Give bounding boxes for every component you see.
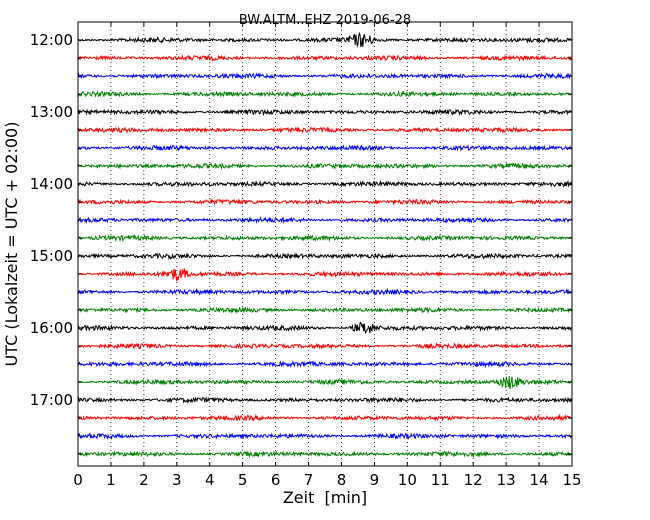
trace-line xyxy=(77,376,572,390)
plot-frame xyxy=(77,21,573,467)
y-tick-label: 14:00 xyxy=(30,175,73,193)
trace-line xyxy=(77,321,572,335)
trace-line xyxy=(77,216,572,224)
x-tick-label: 15 xyxy=(562,471,581,489)
trace-line xyxy=(77,53,572,62)
x-tick-label: 1 xyxy=(106,471,116,489)
y-tick-label: 12:00 xyxy=(30,31,73,49)
trace-line xyxy=(78,179,572,188)
y-tick-label: 15:00 xyxy=(30,247,73,265)
trace-line xyxy=(77,360,572,369)
trace-line xyxy=(77,162,572,170)
trace-line xyxy=(77,234,572,243)
trace-line xyxy=(77,252,572,261)
y-tick-label: 16:00 xyxy=(30,319,73,337)
x-tick-label: 12 xyxy=(464,471,483,489)
x-tick-label: 3 xyxy=(172,471,182,489)
x-tick-label: 13 xyxy=(497,471,516,489)
trace-line xyxy=(77,90,572,98)
x-tick-label: 11 xyxy=(431,471,450,489)
trace-line xyxy=(77,341,572,350)
trace-line xyxy=(77,31,572,48)
trace-line xyxy=(77,108,572,117)
chart-title: BW.ALTM..EHZ 2019-06-28 xyxy=(239,13,411,28)
x-axis-ticks: 0 1 2 3 4 5 6 7 8 9 10 11 12 13 14 15 xyxy=(73,22,582,489)
x-tick-label: 4 xyxy=(205,471,215,489)
trace-line xyxy=(77,450,572,458)
x-tick-label: 7 xyxy=(304,471,314,489)
y-axis-label: UTC (Lokalzeit = UTC + 02:00) xyxy=(2,122,21,367)
trace-line xyxy=(77,126,572,135)
x-tick-label: 6 xyxy=(271,471,281,489)
trace-line xyxy=(77,413,572,422)
y-tick-label: 17:00 xyxy=(30,391,73,409)
trace-line xyxy=(77,72,572,80)
x-tick-label: 14 xyxy=(530,471,549,489)
trace-line xyxy=(77,144,572,152)
trace-line xyxy=(77,197,572,206)
x-tick-label: 9 xyxy=(370,471,380,489)
trace-line xyxy=(77,432,572,440)
trace-line xyxy=(77,396,572,404)
y-axis-ticks: 12:00 13:00 14:00 15:00 16:00 17:00 xyxy=(30,31,572,455)
x-tick-label: 2 xyxy=(139,471,149,489)
x-axis-label: Zeit [min] xyxy=(283,488,367,507)
trace-group xyxy=(77,31,572,458)
x-tick-label: 5 xyxy=(238,471,248,489)
x-tick-label: 0 xyxy=(73,471,83,489)
trace-line xyxy=(77,267,572,282)
trace-line xyxy=(77,287,572,296)
y-tick-label: 13:00 xyxy=(30,103,73,121)
x-tick-label: 10 xyxy=(398,471,417,489)
trace-line xyxy=(77,306,572,315)
x-tick-label: 8 xyxy=(337,471,347,489)
